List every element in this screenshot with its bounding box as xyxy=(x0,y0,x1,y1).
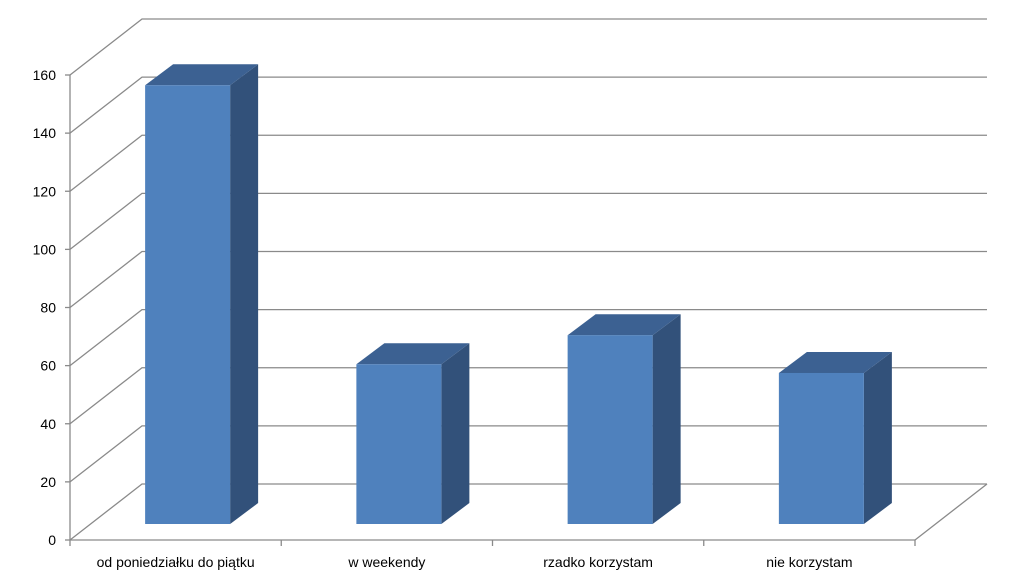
gridline xyxy=(69,76,987,134)
y-axis-tick-labels: 0 20 40 60 80 100 120 140 160 xyxy=(33,67,57,548)
bar-top-face xyxy=(145,64,259,86)
x-axis-category-labels: od poniedziałku do piątku w weekendy rzadk… xyxy=(97,554,853,570)
bar xyxy=(567,314,681,524)
y-tick-label: 140 xyxy=(33,125,57,141)
bar-side-face xyxy=(230,64,259,524)
y-tick-label: 0 xyxy=(48,532,56,548)
x-category-label: rzadko korzystam xyxy=(543,554,653,570)
bar-front-face xyxy=(356,364,442,524)
gridline xyxy=(69,367,987,425)
y-tick-label: 20 xyxy=(40,474,56,490)
bar xyxy=(778,351,892,524)
gridline xyxy=(69,18,987,76)
y-tick-label: 160 xyxy=(33,67,57,83)
gridlines xyxy=(69,18,987,541)
bar-front-face xyxy=(145,85,231,524)
floor-edge xyxy=(914,483,988,541)
bar-side-face xyxy=(863,351,892,524)
x-category-label: nie korzystam xyxy=(766,554,852,570)
bar-side-face xyxy=(652,314,681,524)
bar-top-face xyxy=(356,343,470,365)
axes xyxy=(65,74,988,546)
gridline xyxy=(69,250,987,309)
bar-side-face xyxy=(441,343,470,524)
bar xyxy=(356,343,470,524)
gridline xyxy=(69,483,987,541)
bar xyxy=(145,64,259,524)
gridline xyxy=(69,192,987,250)
bar-top-face xyxy=(778,351,892,373)
y-tick-label: 80 xyxy=(40,300,56,316)
bar-top-face xyxy=(567,314,681,336)
gridline xyxy=(69,425,987,483)
y-tick-label: 60 xyxy=(40,358,56,374)
x-category-label: w weekendy xyxy=(347,554,425,570)
gridline xyxy=(69,134,987,192)
x-category-label: od poniedziałku do piątku xyxy=(97,554,255,570)
y-tick-label: 40 xyxy=(40,416,56,432)
y-tick-label: 100 xyxy=(33,241,57,257)
bar-front-face xyxy=(567,335,653,524)
bars xyxy=(145,64,892,524)
gridline xyxy=(69,308,987,367)
y-tick-label: 120 xyxy=(33,183,57,199)
bar-front-face xyxy=(778,372,864,524)
